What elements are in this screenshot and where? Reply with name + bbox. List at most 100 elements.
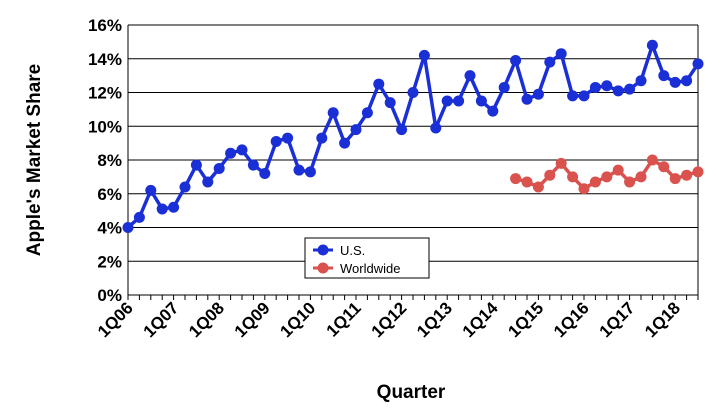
data-point [624,83,636,95]
data-point [612,85,624,97]
data-point [282,132,294,144]
data-point [555,157,567,169]
x-tick-label: 1Q09 [231,298,274,341]
legend-label-us: U.S. [340,243,365,258]
data-point [259,168,271,179]
data-point [145,184,157,196]
series-line [126,43,700,229]
x-axis-ticks: 1Q06 1Q07 1Q08 1Q09 1Q10 1Q11 1Q12 1Q13 1Q14 1Q15… [94,295,699,341]
data-point [396,124,408,136]
data-point [567,171,579,183]
data-point [247,159,259,171]
data-point [236,144,248,156]
data-point [578,183,590,195]
data-point [304,166,316,178]
legend-marker-worldwide [317,262,329,274]
data-point [122,222,134,233]
data-point [589,81,601,93]
x-tick-label: 1Q08 [185,298,228,341]
data-point [532,88,544,100]
data-point [316,132,328,144]
legend-item-us: U.S. [313,243,365,258]
data-point [418,49,430,61]
data-point [669,173,681,185]
data-point [202,176,214,188]
data-point [635,171,647,183]
x-tick-label: 1Q17 [596,298,639,341]
data-point [475,95,487,107]
x-tick-label: 1Q18 [641,298,684,341]
series-layer [122,39,704,233]
series-worldwide [510,154,704,195]
y-tick-label: 6% [97,185,122,204]
data-point [544,56,556,68]
x-axis-label: Quarter [377,382,446,403]
x-tick-label: 1Q07 [140,298,183,341]
data-point [133,211,145,223]
data-point [498,81,510,93]
y-axis-ticks: 0% 2% 4% 6% 8% 10% 12% 14% 16% [88,16,122,305]
data-point [293,164,305,176]
y-tick-label: 0% [97,286,122,305]
data-point [658,161,670,173]
data-point [350,124,362,136]
data-point [589,176,601,188]
series-us [122,39,704,233]
data-point [669,76,681,88]
data-point [681,169,693,181]
data-point [407,87,419,98]
data-point [430,122,442,134]
y-tick-label: 10% [88,117,122,136]
data-point [361,107,373,119]
data-point [692,58,704,70]
legend-item-worldwide: Worldwide [313,261,400,276]
gridlines [127,24,699,296]
data-point [567,90,579,102]
data-point [578,90,590,102]
y-tick-label: 2% [97,252,122,271]
data-point [658,70,670,82]
data-point [190,159,202,171]
legend: U.S. Worldwide [304,237,430,279]
y-axis-label: Apple's Market Share [24,64,45,256]
x-tick-label: 1Q16 [550,298,593,341]
data-point [510,54,522,66]
data-point [624,176,636,188]
y-tick-label: 8% [97,151,122,170]
data-point [612,164,624,176]
x-tick-label: 1Q12 [368,298,411,341]
data-point [692,166,704,178]
data-point [601,80,613,92]
y-tick-label: 12% [88,84,122,103]
data-point [555,48,567,60]
data-point [339,137,351,149]
data-point [646,154,658,166]
data-point [601,171,613,183]
legend-marker-us [317,244,329,256]
y-tick-label: 14% [88,50,122,69]
legend-label-worldwide: Worldwide [340,261,400,276]
data-point [373,78,385,90]
data-point [464,70,476,82]
data-point [441,95,453,107]
data-point [510,173,522,185]
x-tick-label: 1Q10 [276,298,319,341]
data-point [544,169,556,181]
data-point [384,97,396,109]
x-tick-label: 1Q13 [413,298,456,341]
x-tick-label: 1Q15 [504,298,547,341]
data-point [453,95,465,107]
data-point [487,105,499,117]
data-point [168,201,180,213]
y-tick-label: 16% [88,16,122,35]
data-point [521,176,533,188]
data-point [270,135,282,147]
data-point [532,181,544,193]
data-point [327,107,339,119]
data-point [521,93,533,105]
x-tick-label: 1Q14 [459,298,502,341]
data-point [213,162,225,174]
data-point [225,147,237,159]
data-point [646,39,658,51]
